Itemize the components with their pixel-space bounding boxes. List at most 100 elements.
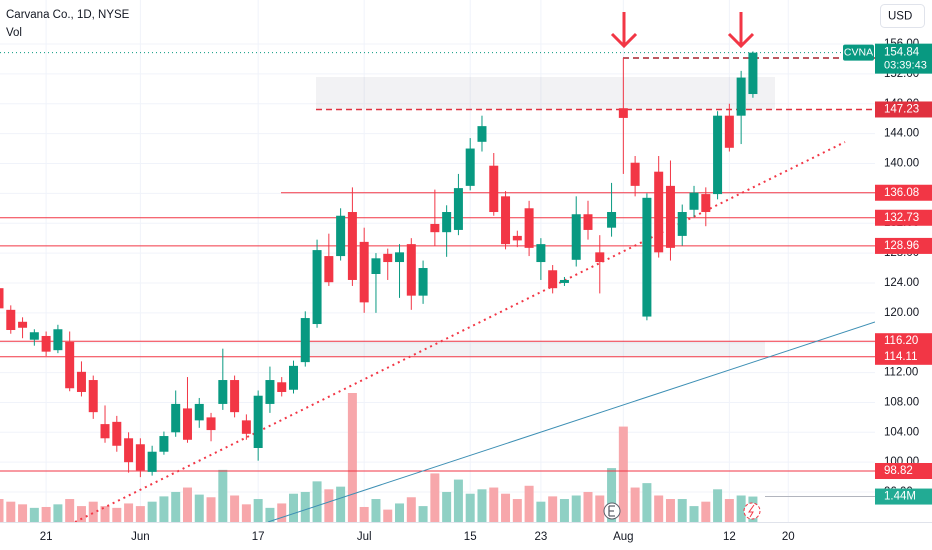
- level-layer: [0, 52, 875, 498]
- candle-body: [265, 380, 275, 404]
- axis-layer: 96.00100.00104.00108.00112.00116.00120.0…: [40, 38, 919, 543]
- candle-body: [406, 244, 416, 296]
- volume-bar: [289, 493, 298, 522]
- candle-body: [76, 371, 86, 392]
- candle-body: [607, 212, 617, 228]
- volume-bar: [618, 426, 628, 522]
- volume-bar: [347, 393, 357, 522]
- candle-body: [583, 214, 593, 230]
- volume-bar: [677, 499, 687, 522]
- candle-body: [65, 341, 75, 389]
- candle-body: [41, 335, 51, 352]
- y-tick-label: 112.00: [884, 367, 918, 379]
- x-tick-label: 21: [40, 531, 53, 543]
- candle-body: [548, 270, 558, 289]
- zone-layer: [305, 76, 775, 357]
- candle-body: [206, 417, 216, 431]
- candle-body: [395, 252, 405, 263]
- candle-body: [277, 382, 287, 392]
- currency: USD: [888, 11, 912, 23]
- candle-body: [665, 185, 675, 248]
- level-label-bg: [875, 209, 932, 226]
- volume-bar: [18, 504, 28, 522]
- candle-body: [100, 424, 110, 439]
- volume-bar: [300, 491, 310, 522]
- volume-layer: [0, 393, 758, 522]
- volume-bar: [630, 487, 640, 522]
- volume-label-bg: [875, 488, 932, 505]
- y-tick-label: 144.00: [884, 128, 919, 140]
- volume-bar: [324, 489, 334, 522]
- volume-bar: [359, 506, 369, 522]
- candle-body: [748, 52, 758, 95]
- volume-bar: [724, 499, 734, 522]
- volume-bar: [548, 496, 558, 522]
- volume-bar: [312, 481, 322, 522]
- x-tick-label: Aug: [613, 531, 633, 543]
- candle-body: [336, 215, 346, 257]
- candle-body: [618, 108, 628, 118]
- volume-bar: [112, 507, 122, 522]
- level-label-bg: [875, 237, 932, 254]
- y-tick-label: 120.00: [884, 307, 919, 319]
- level-label: 132.73: [884, 212, 919, 224]
- volume-bar: [241, 504, 251, 522]
- down-arrow: [727, 12, 755, 49]
- candle-body: [112, 421, 122, 446]
- level-label-bg: [875, 462, 932, 479]
- volume-bar: [536, 501, 546, 522]
- trendlines: [74, 141, 875, 522]
- candle-body: [642, 197, 652, 317]
- level-label-bg: [875, 184, 932, 201]
- volume-bar: [371, 499, 381, 522]
- volume-label: 1.44M: [884, 491, 916, 503]
- dividend-icon[interactable]: [743, 502, 761, 520]
- volume-bar: [159, 496, 169, 522]
- arrows: [610, 12, 755, 49]
- candle-body: [465, 148, 475, 186]
- volume-bar: [6, 501, 16, 522]
- volume-bar: [41, 506, 51, 522]
- level-label: 114.11: [884, 351, 917, 363]
- volume-bar: [654, 495, 664, 522]
- chart-title: Carvana Co., 1D, NYSE: [6, 9, 130, 21]
- volume-bar: [559, 499, 569, 522]
- x-tick-label: 23: [534, 531, 547, 543]
- volume-bar: [477, 489, 487, 522]
- level-label-bg: [875, 333, 932, 350]
- down-arrow: [610, 12, 638, 49]
- candle-body: [230, 380, 240, 413]
- earnings-marker: [603, 502, 761, 520]
- price-label-bg: [875, 43, 932, 74]
- candle-body: [477, 126, 487, 142]
- volume-bar: [395, 503, 405, 522]
- volume-bar: [53, 504, 63, 522]
- y-tick-label: 104.00: [884, 426, 919, 438]
- candle-body: [383, 253, 393, 263]
- candle-body: [418, 268, 428, 296]
- volume-bar: [88, 501, 98, 522]
- candle-body: [689, 192, 699, 210]
- level-label: 116.20: [884, 335, 918, 347]
- earnings-glyph: [608, 505, 615, 517]
- x-tick-label: Jun: [131, 531, 150, 543]
- candle-body: [253, 395, 263, 448]
- volume-bar: [465, 493, 475, 522]
- candle-body: [324, 256, 334, 283]
- x-tick-label: 15: [464, 531, 477, 543]
- candle-body: [630, 162, 640, 186]
- candle-body: [124, 438, 134, 463]
- candle-body: [359, 241, 369, 303]
- volume-bar: [0, 499, 4, 522]
- currency-button[interactable]: [880, 4, 925, 28]
- volume-bar: [383, 509, 393, 522]
- volume-bar: [665, 499, 675, 522]
- symbol-tag: [843, 44, 874, 61]
- countdown: 03:39:43: [884, 60, 927, 72]
- volume-bar: [583, 491, 593, 522]
- dividend-glyph: [748, 504, 755, 518]
- volume-title: Vol: [6, 27, 22, 39]
- volume-bar: [100, 506, 110, 522]
- price-axis-bg: [875, 0, 932, 550]
